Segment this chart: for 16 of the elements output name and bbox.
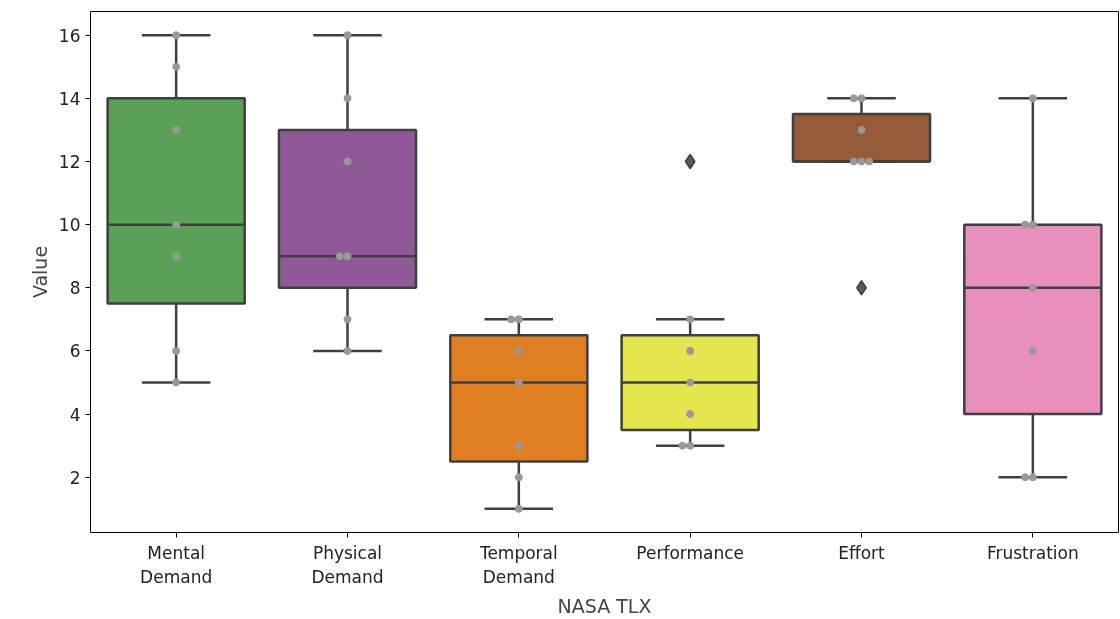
x-tick-label: Frustration: [986, 542, 1079, 563]
y-tick-label: 2: [69, 467, 81, 488]
x-axis-title: NASA TLX: [557, 594, 652, 617]
y-tick-label: 14: [58, 88, 81, 109]
y-axis-title: Value: [28, 245, 51, 299]
y-tick-label: 16: [58, 25, 81, 46]
y-tick-label: 4: [69, 404, 81, 425]
y-tick-label: 12: [58, 151, 81, 172]
x-tick-label: Effort: [838, 542, 886, 563]
x-tick-label: Physical Demand: [311, 542, 384, 587]
y-tick-label: 10: [58, 215, 81, 236]
x-tick-label: Mental Demand: [140, 542, 213, 587]
y-tick-label: 6: [69, 341, 81, 362]
x-tick-label: Performance: [636, 542, 745, 563]
x-tick-label: Temporal Demand: [478, 542, 558, 587]
y-tick-label: 8: [69, 278, 81, 299]
